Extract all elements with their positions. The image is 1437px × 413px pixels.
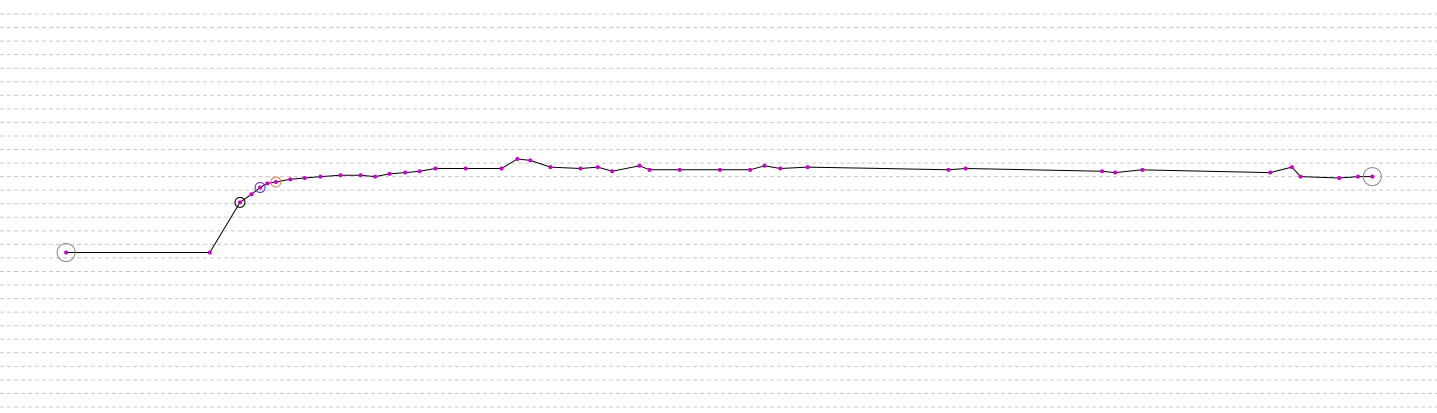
point — [528, 158, 533, 163]
point — [1298, 174, 1303, 179]
point-ring — [254, 181, 266, 193]
point — [748, 167, 753, 172]
point — [677, 167, 682, 172]
point — [288, 177, 293, 182]
point — [338, 173, 343, 178]
point — [946, 167, 951, 172]
point-ring — [234, 196, 246, 208]
point — [610, 169, 615, 174]
point — [1337, 175, 1342, 180]
point-ring — [1362, 167, 1382, 187]
point — [64, 250, 69, 255]
point — [249, 192, 254, 197]
point — [515, 157, 520, 162]
point — [258, 185, 263, 190]
point — [433, 166, 438, 171]
point — [207, 250, 212, 255]
point — [647, 167, 652, 172]
point — [548, 165, 553, 170]
point — [762, 163, 767, 168]
point — [373, 174, 378, 179]
point — [1140, 167, 1145, 172]
point — [637, 163, 642, 168]
point — [302, 175, 307, 180]
point — [358, 173, 363, 178]
point-ring — [270, 176, 282, 188]
series-line — [66, 158, 1373, 253]
point — [1289, 165, 1294, 170]
point — [578, 166, 583, 171]
point — [1355, 174, 1360, 179]
point — [1268, 170, 1273, 175]
point — [717, 167, 722, 172]
point — [1370, 174, 1375, 179]
point — [387, 171, 392, 176]
point — [963, 166, 968, 171]
point — [417, 169, 422, 174]
point — [237, 200, 242, 205]
point — [1100, 169, 1105, 174]
point — [265, 181, 270, 186]
point — [805, 165, 810, 170]
point — [403, 170, 408, 175]
point — [318, 174, 323, 179]
point — [778, 166, 783, 171]
point — [463, 166, 468, 171]
point — [273, 180, 278, 185]
point — [1113, 170, 1118, 175]
point — [595, 165, 600, 170]
point-ring — [56, 243, 76, 263]
point — [499, 166, 504, 171]
